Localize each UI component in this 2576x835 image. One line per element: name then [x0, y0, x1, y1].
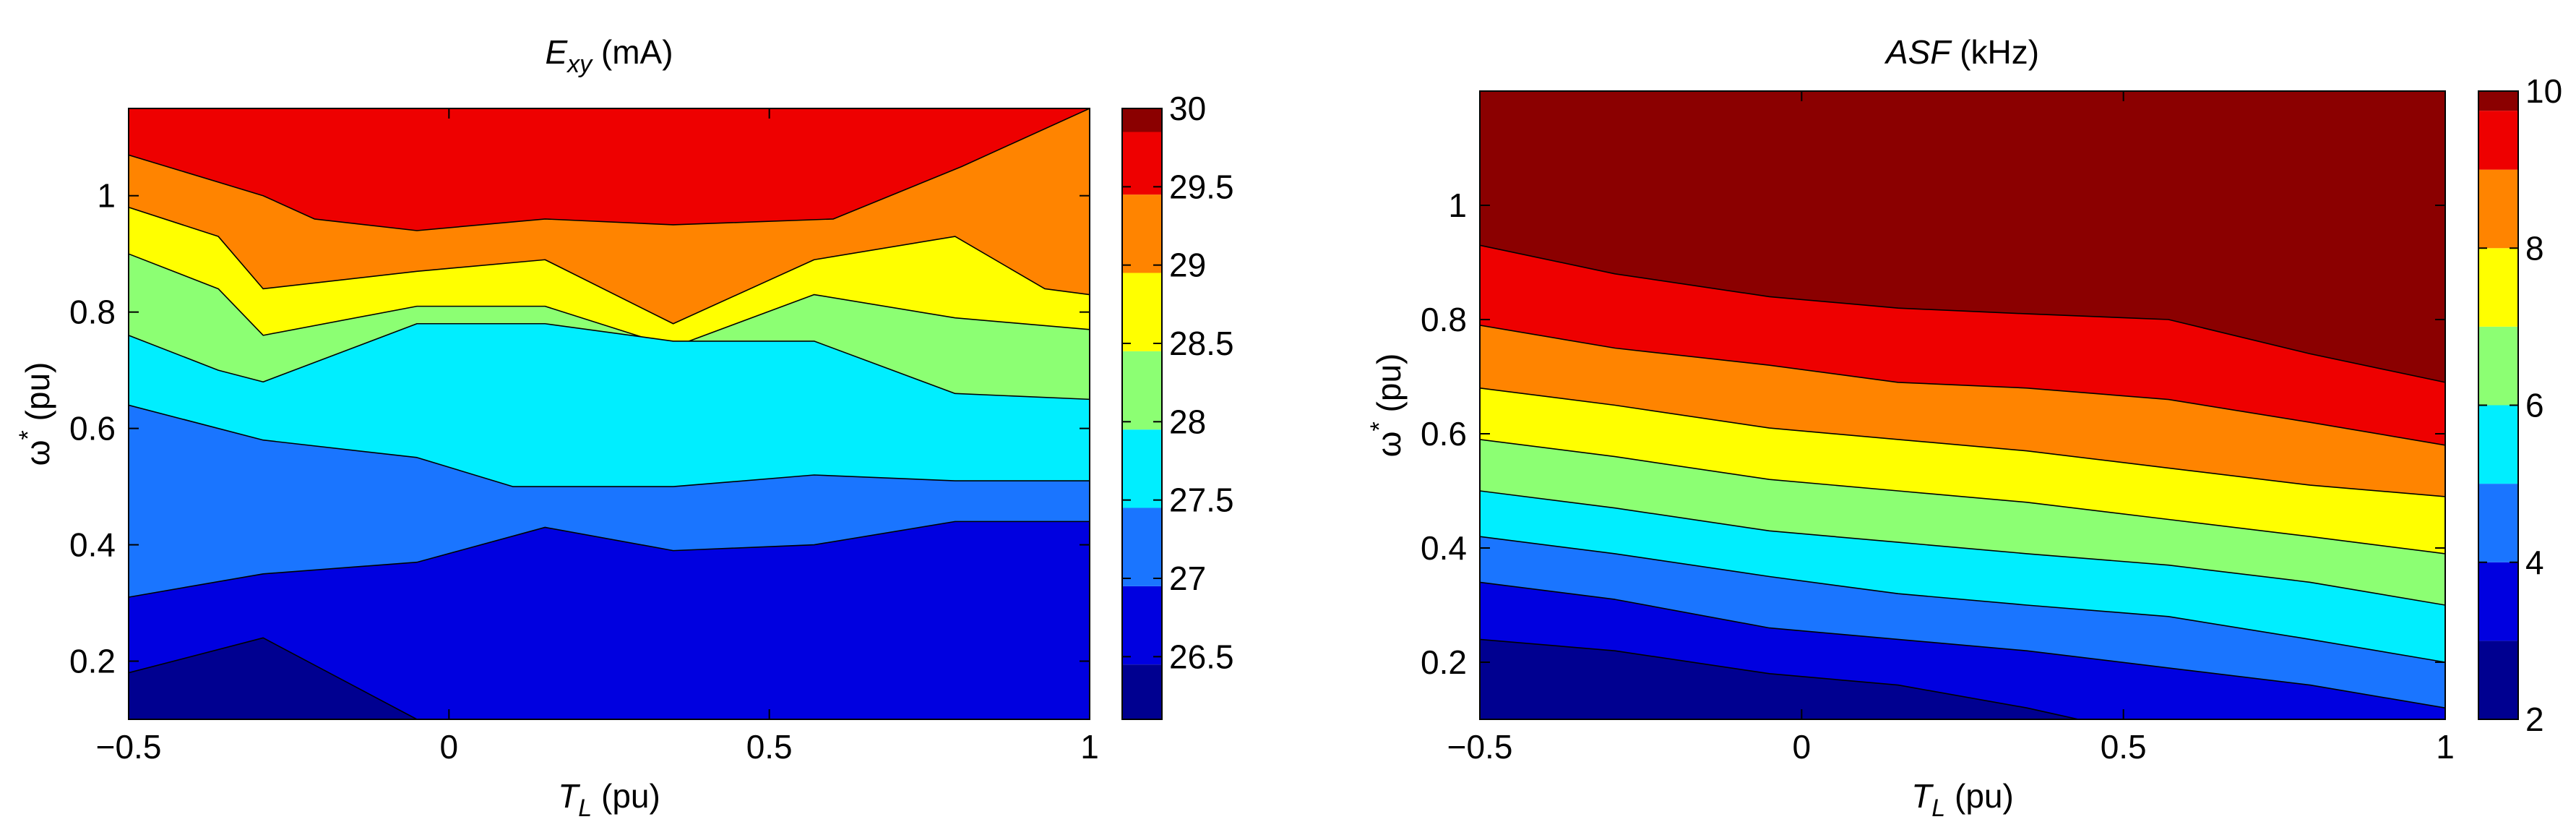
colorbar-tick-label: 10 — [2525, 72, 2562, 110]
colorbar-segment — [1122, 508, 1162, 586]
colorbar-segment — [2478, 169, 2518, 249]
colorbar-tick-label: 29.5 — [1169, 168, 1234, 205]
colorbar-frame — [1121, 108, 1163, 720]
x-tick-label: 0.5 — [2101, 728, 2147, 766]
y-tick-label: 0.6 — [69, 410, 116, 448]
colorbar-segment — [1122, 132, 1162, 195]
contour-band — [129, 637, 418, 719]
colorbar-segment — [2478, 111, 2518, 170]
title-subscript: xy — [566, 51, 593, 78]
colorbar-segment — [2478, 248, 2518, 327]
ylabel-symbol: ω — [1370, 431, 1408, 457]
colorbar-tick-label: 6 — [2525, 387, 2544, 424]
x-tick-label: −0.5 — [96, 728, 162, 766]
contour-band — [1480, 638, 2080, 719]
colorbar: 26.5 27 27.5 28 28.5 29 29.5 30 — [1121, 90, 1234, 720]
colorbar-segment — [2478, 326, 2518, 406]
colorbar-tick-label: 28 — [1169, 403, 1206, 440]
colorbar-segment — [1122, 194, 1162, 273]
colorbar-tick-label: 26.5 — [1169, 638, 1234, 675]
colorbar-tick-label: 27 — [1169, 560, 1206, 597]
chart-title: Exy (mA) — [545, 33, 673, 78]
xlabel-subscript: L — [578, 795, 592, 822]
colorbar-segment — [2478, 484, 2518, 562]
colorbar-segment — [1122, 273, 1162, 351]
contour-band — [129, 521, 1090, 719]
title-unit: (kHz) — [1950, 33, 2039, 71]
y-tick-label: 0.2 — [69, 643, 116, 680]
y-tick-label: 1 — [1448, 187, 1467, 224]
y-tick-label: 0.4 — [69, 526, 116, 564]
colorbar: 2 4 6 8 10 — [2478, 72, 2562, 738]
colorbar-tick-label: 29 — [1169, 247, 1206, 284]
y-tick-label: 0.8 — [1421, 301, 1467, 338]
xlabel-unit: (pu) — [1945, 777, 2014, 815]
colorbar-segment — [2478, 91, 2518, 111]
colorbar-segment — [2478, 405, 2518, 484]
colorbar-segment — [2478, 562, 2518, 641]
xlabel-symbol: T — [558, 777, 580, 815]
colorbar-tick-label: 27.5 — [1169, 481, 1234, 519]
x-axis-label: TL (pu) — [1911, 777, 2014, 822]
y-tick-label: 0.2 — [1421, 643, 1467, 681]
colorbar-segment — [1122, 429, 1162, 508]
y-tick-label: 1 — [97, 177, 116, 215]
chart-title: ASF (kHz) — [1884, 33, 2039, 71]
colorbar-segment — [1122, 664, 1162, 719]
ylabel-symbol: ω — [19, 440, 56, 466]
title-symbol: E — [545, 33, 568, 71]
xlabel-unit: (pu) — [592, 777, 660, 815]
colorbar-tick-label: 30 — [1169, 90, 1206, 127]
colorbar-segment — [1122, 108, 1162, 132]
ylabel-unit: (pu) — [1370, 354, 1408, 422]
contour-bands — [129, 108, 1090, 719]
x-tick-label: 0 — [1793, 728, 1812, 766]
y-axis-label: ω* (pu) — [1366, 354, 1408, 458]
contour-bands — [1480, 91, 2445, 719]
colorbar-segment — [1122, 351, 1162, 430]
colorbar-tick-label: 8 — [2525, 229, 2544, 267]
x-tick-label: 0.5 — [746, 728, 793, 766]
colorbar-segment — [1122, 586, 1162, 665]
title-symbol: ASF — [1884, 33, 1952, 71]
plot-frame — [1479, 90, 2446, 720]
colorbar-tick-label: 2 — [2525, 701, 2544, 738]
x-tick-label: −0.5 — [1447, 728, 1513, 766]
plot-frame — [128, 108, 1090, 720]
y-tick-label: 0.6 — [1421, 415, 1467, 453]
colorbar-tick-label: 28.5 — [1169, 325, 1234, 362]
x-tick-label: 0 — [440, 728, 459, 766]
x-axis-label: TL (pu) — [558, 777, 660, 822]
y-tick-label: 0.4 — [1421, 529, 1467, 567]
y-axis-label: ω* (pu) — [14, 362, 56, 466]
ylabel-superscript: * — [14, 430, 42, 440]
title-unit: (mA) — [592, 33, 673, 71]
xlabel-subscript: L — [1931, 795, 1945, 822]
colorbar-segment — [2478, 641, 2518, 719]
colorbar-tick-label: 4 — [2525, 544, 2544, 581]
y-tick-label: 0.8 — [69, 294, 116, 331]
xlabel-symbol: T — [1911, 777, 1934, 815]
ylabel-superscript: * — [1366, 421, 1393, 431]
x-tick-label: 1 — [1080, 728, 1099, 766]
x-tick-label: 1 — [2436, 728, 2455, 766]
ylabel-unit: (pu) — [19, 362, 56, 431]
